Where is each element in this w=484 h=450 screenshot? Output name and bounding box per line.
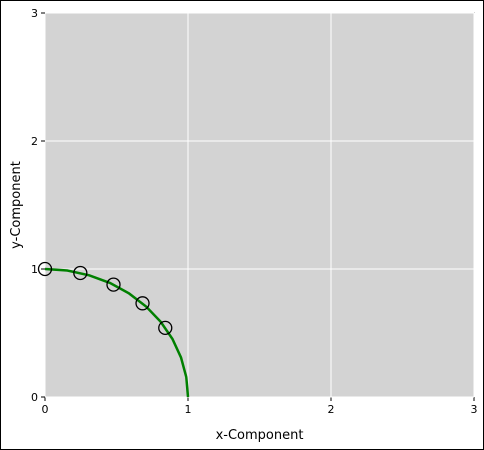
y-tick-label: 1 bbox=[31, 263, 38, 276]
y-tick-label: 2 bbox=[31, 135, 38, 148]
x-tick-label: 3 bbox=[471, 403, 478, 416]
x-axis-title: x-Component bbox=[216, 428, 304, 443]
y-tick-label: 3 bbox=[31, 7, 38, 20]
marker bbox=[135, 296, 150, 311]
curve bbox=[44, 267, 190, 398]
marker bbox=[37, 261, 53, 277]
marker bbox=[158, 320, 173, 336]
y-tick-label: 0 bbox=[31, 391, 38, 404]
x-tick-label: 2 bbox=[328, 403, 335, 416]
y-axis-title: y-Component bbox=[9, 161, 24, 249]
marker bbox=[106, 277, 121, 292]
x-tick-label: 1 bbox=[185, 403, 192, 416]
x-tick-label: 0 bbox=[42, 403, 49, 416]
marker bbox=[73, 265, 88, 281]
plot-area bbox=[44, 12, 475, 398]
